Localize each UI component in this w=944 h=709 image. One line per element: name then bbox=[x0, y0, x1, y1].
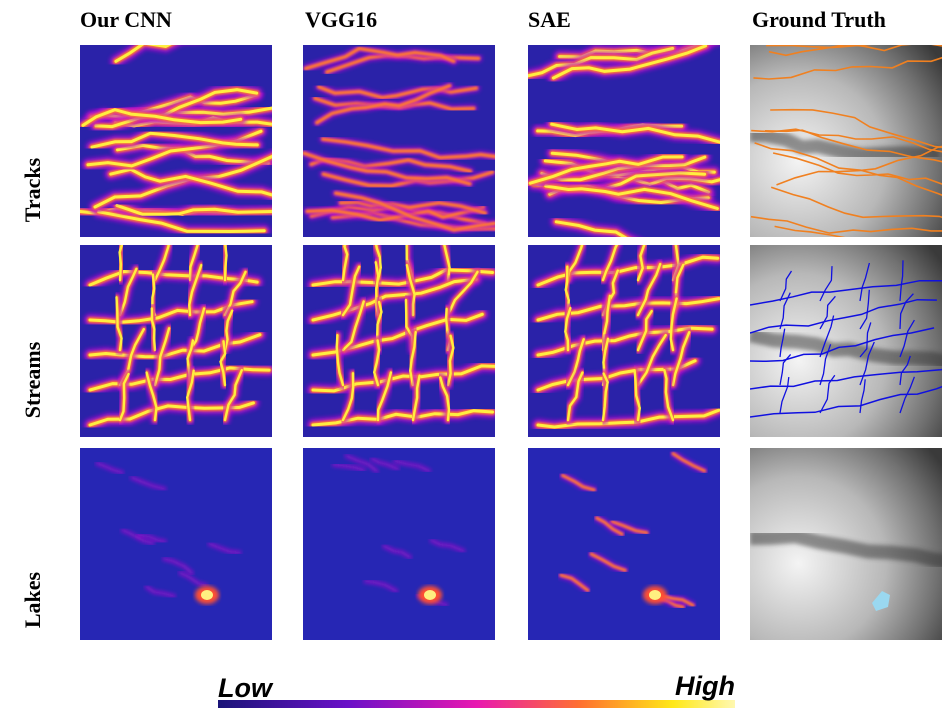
heatmap-bg bbox=[80, 448, 272, 640]
heat-blob-core bbox=[649, 590, 661, 600]
panel-content bbox=[528, 226, 720, 437]
panel bbox=[80, 228, 272, 437]
panel bbox=[750, 448, 944, 640]
panel bbox=[750, 30, 944, 245]
figure: Our CNN VGG16 SAE Ground Truth Tracks St… bbox=[0, 0, 944, 709]
panel bbox=[303, 45, 514, 237]
panel-content bbox=[80, 228, 272, 437]
panel bbox=[528, 36, 736, 259]
row-label: Streams bbox=[20, 341, 45, 418]
panel-content bbox=[303, 227, 498, 437]
panels bbox=[80, 30, 944, 640]
heatmap-bg bbox=[528, 448, 720, 640]
colorbar bbox=[218, 700, 735, 708]
panel bbox=[303, 448, 495, 640]
colorbar-low: Low bbox=[218, 673, 274, 703]
panel bbox=[80, 448, 272, 640]
panel-content bbox=[750, 30, 944, 245]
heat-blob-core bbox=[424, 590, 436, 600]
row-label: Tracks bbox=[20, 157, 45, 222]
panel-content bbox=[303, 45, 514, 237]
panel bbox=[528, 448, 720, 640]
column-header: VGG16 bbox=[305, 7, 377, 32]
panel bbox=[303, 227, 498, 437]
row-label: Lakes bbox=[20, 571, 45, 628]
heat-blob-core bbox=[201, 590, 213, 600]
panel-content bbox=[750, 245, 944, 437]
page: Our CNN VGG16 SAE Ground Truth Tracks St… bbox=[0, 0, 944, 709]
panel bbox=[528, 226, 720, 437]
panel bbox=[750, 245, 944, 437]
heatmap-bg bbox=[303, 448, 495, 640]
panel-content bbox=[80, 30, 286, 237]
panel-content bbox=[528, 448, 720, 640]
column-header: Our CNN bbox=[80, 7, 172, 32]
panel-content bbox=[80, 448, 272, 640]
track bbox=[766, 30, 944, 48]
panel-content bbox=[303, 448, 495, 640]
colorbar-high: High bbox=[675, 671, 735, 701]
panel-content bbox=[750, 448, 944, 640]
panel bbox=[80, 30, 286, 237]
column-header: Ground Truth bbox=[752, 7, 886, 32]
column-header: SAE bbox=[528, 7, 571, 32]
panel-content bbox=[528, 36, 736, 259]
